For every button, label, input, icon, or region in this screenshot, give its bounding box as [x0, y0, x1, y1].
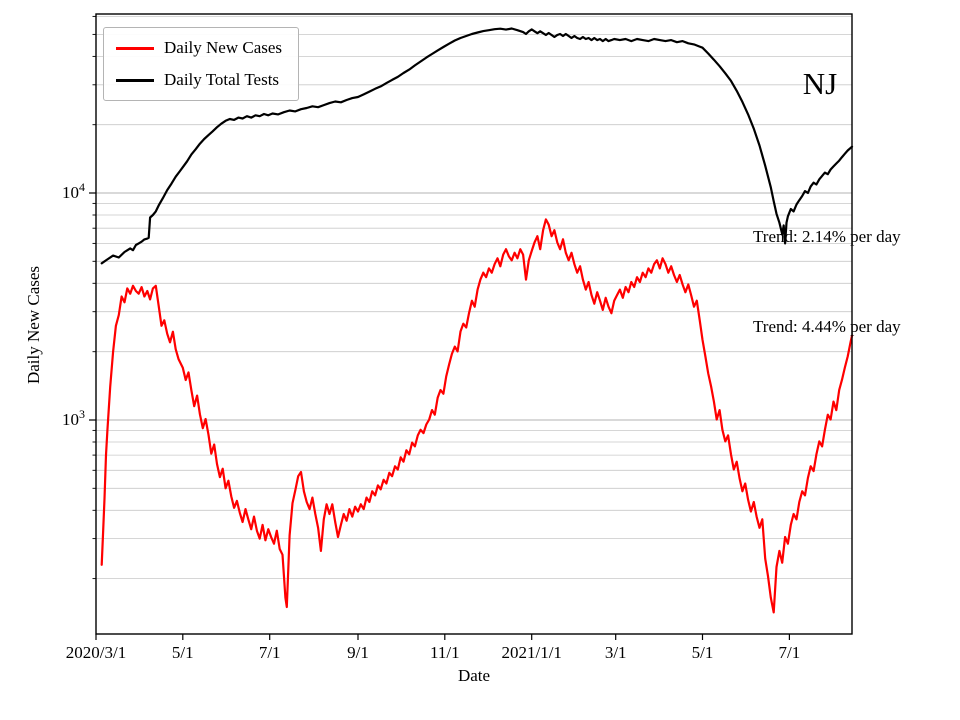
- x-axis-label: Date: [457, 666, 491, 685]
- series-line-daily-total-tests: [100, 27, 854, 265]
- plot-border: [95, 13, 853, 635]
- x-tick-label: 2021/1/1: [501, 643, 561, 662]
- x-tick-label: 3/1: [605, 643, 627, 662]
- x-tick-label: 7/1: [259, 643, 281, 662]
- x-tick-label: 5/1: [692, 643, 714, 662]
- y-tick-label: 103: [62, 407, 85, 429]
- series-line-daily-new-cases: [100, 218, 854, 614]
- x-tick-label: 2020/3/1: [66, 643, 126, 662]
- x-tick-label: 7/1: [779, 643, 801, 662]
- trend-annotation-tests: Trend: 2.14% per day: [753, 227, 901, 246]
- legend-label-daily-new-cases: Daily New Cases: [164, 38, 283, 57]
- y-axis-label: Daily New Cases: [24, 265, 43, 385]
- y-tick-label: 104: [62, 180, 85, 202]
- legend-entry-daily-total-tests: Daily Total Tests: [116, 70, 282, 90]
- x-tick-label: 9/1: [347, 643, 369, 662]
- legend-label-daily-total-tests: Daily Total Tests: [164, 70, 280, 89]
- legend-line-sample-black: [116, 78, 154, 82]
- trend-annotation-cases: Trend: 4.44% per day: [753, 317, 901, 336]
- legend-line-sample-red: [116, 46, 154, 50]
- state-label: NJ: [802, 66, 838, 101]
- legend: Daily New Cases Daily Total Tests: [103, 27, 300, 101]
- x-tick-label: 11/1: [430, 643, 460, 662]
- legend-entry-daily-new-cases: Daily New Cases: [116, 38, 282, 58]
- x-tick-label: 5/1: [172, 643, 194, 662]
